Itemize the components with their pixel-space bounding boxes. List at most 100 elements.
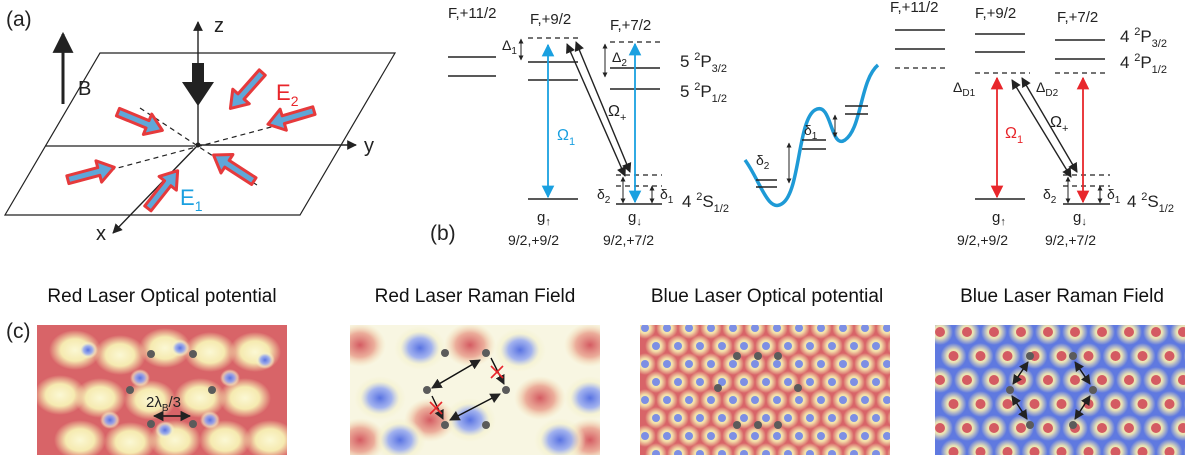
lattice-site-core xyxy=(685,396,693,404)
lattice-d1-label: δ1 xyxy=(804,122,818,142)
raman-site-core xyxy=(1192,447,1201,457)
potential-well xyxy=(200,411,220,429)
panel-b-right: F,+11/2 F,+9/2 F,+7/2 4 2P3/2 4 2P1/2 ΔD… xyxy=(890,0,1174,248)
origin-dot xyxy=(195,142,201,148)
potential-well xyxy=(100,411,120,429)
raman-lobe-blue xyxy=(394,326,446,370)
raman-site xyxy=(1183,397,1185,411)
raman-site-core xyxy=(1137,447,1148,455)
site-dot xyxy=(482,421,490,429)
raman-site-core xyxy=(975,351,986,361)
hop-arrow xyxy=(1074,395,1091,420)
potential-well xyxy=(170,339,190,357)
site-dot xyxy=(441,421,449,429)
raman-site-core xyxy=(1178,375,1185,385)
lattice-site-core xyxy=(861,360,869,368)
raman-site-core xyxy=(1016,327,1026,337)
g-down-state-r: 9/2,+7/2 xyxy=(1045,232,1096,248)
lattice-site-core xyxy=(685,360,693,368)
raman-site-core xyxy=(989,423,999,433)
lattice-site-core xyxy=(872,342,880,350)
raman-site-core xyxy=(1083,447,1094,455)
omega-plus-transition-r xyxy=(1021,77,1078,173)
beam-arrow-body xyxy=(212,153,258,186)
omega-plus-label: Ω+ xyxy=(608,103,626,124)
lattice-site xyxy=(711,443,733,455)
hop-arrow xyxy=(1011,395,1028,420)
lattice-site-core xyxy=(718,450,726,455)
lattice-site-core xyxy=(663,432,671,440)
level-f-9-2: F,+9/2 xyxy=(530,11,571,28)
raman-site-core xyxy=(1164,447,1175,455)
raman-lobe-blue xyxy=(354,376,406,420)
lattice-site xyxy=(821,443,843,455)
potential-blob xyxy=(74,378,126,418)
raman-lobe-red xyxy=(444,325,496,367)
lattice-site-core xyxy=(839,396,847,404)
g-up-label: g↑ xyxy=(537,209,551,228)
blocked-cross xyxy=(490,365,504,379)
lattice-site-core xyxy=(850,414,858,422)
panel-c-letter: (c) xyxy=(6,320,31,343)
lattice-site-core xyxy=(762,414,770,422)
raman-site-core xyxy=(1097,423,1107,433)
lattice-site-core xyxy=(784,450,792,455)
raman-site-core xyxy=(1043,423,1053,433)
lattice-site-core xyxy=(740,378,748,386)
beam-arrow-body xyxy=(65,159,116,186)
raman-site-core xyxy=(1002,399,1013,409)
potential-well xyxy=(130,369,150,387)
lattice-site-core xyxy=(828,342,836,350)
hop-arrow xyxy=(1012,361,1029,385)
panel-c-title-1: Red Laser Optical potential xyxy=(47,286,276,307)
lattice-site-core xyxy=(762,378,770,386)
lattice-site xyxy=(667,443,689,455)
raman-site-core xyxy=(1070,375,1080,385)
lattice-site-core xyxy=(795,396,803,404)
site-dot xyxy=(1069,421,1077,429)
raman-lobe-blue xyxy=(374,418,426,455)
raman-site-core xyxy=(948,399,959,409)
lattice-site-core xyxy=(751,396,759,404)
x-axis xyxy=(112,144,199,234)
raman-site-core xyxy=(1151,327,1161,337)
lattice-site-core xyxy=(707,432,715,440)
vertical-beam-arrow xyxy=(182,63,214,106)
lattice-site-core xyxy=(685,432,693,440)
lattice-site xyxy=(865,443,887,455)
raman-site xyxy=(1170,367,1185,393)
x-axis-label: x xyxy=(96,223,106,245)
lattice-site-core xyxy=(817,432,825,440)
lattice-site-core xyxy=(784,342,792,350)
lattice-site-core xyxy=(652,450,660,455)
raman-site-core xyxy=(935,375,945,385)
site-dot xyxy=(189,420,197,428)
site-dot xyxy=(1026,421,1034,429)
g-down-label: g↓ xyxy=(628,209,642,228)
lattice-d2-label: δ2 xyxy=(756,152,770,172)
lattice-site-core xyxy=(872,378,880,386)
level-f-11-2-r: F,+11/2 xyxy=(890,0,939,16)
raman-lobe-red xyxy=(350,325,386,367)
lattice-site-core xyxy=(773,396,781,404)
lattice-site-core xyxy=(806,378,814,386)
level-f-7-2-r: F,+7/2 xyxy=(1057,9,1098,26)
raman-site-core xyxy=(1056,399,1067,409)
site-dot xyxy=(733,352,741,360)
raman-site-core xyxy=(1110,399,1121,409)
lattice-site-core xyxy=(663,325,671,332)
raman-site-core xyxy=(1124,327,1134,337)
lattice-site-core xyxy=(894,450,902,458)
lattice-site-core xyxy=(795,432,803,440)
lattice-site-core xyxy=(784,378,792,386)
raman-site-core xyxy=(1151,423,1161,433)
potential-blob xyxy=(229,332,281,372)
lattice-site xyxy=(887,446,890,455)
panel-a: (a) z y x B E2 E1 xyxy=(3,8,397,245)
potential-blob xyxy=(184,332,236,372)
map-blue-optical xyxy=(640,325,902,458)
potential-blob xyxy=(54,420,106,455)
lattice-site-core xyxy=(652,378,660,386)
lattice-site-core xyxy=(641,396,649,404)
g-up-label-r: g↑ xyxy=(992,209,1006,228)
